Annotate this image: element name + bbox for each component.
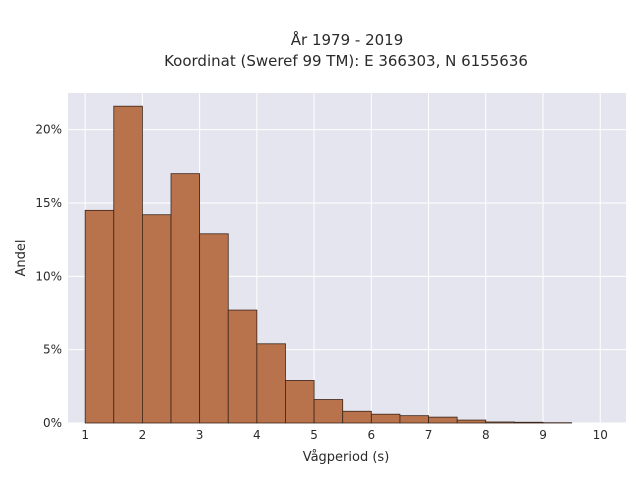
x-tick-label: 5 [310,428,318,442]
histogram-bar [313,399,344,424]
x-tick-label: 2 [139,428,147,442]
y-axis-label: Andel [14,240,29,277]
histogram-bar [170,173,201,424]
histogram-bar [342,410,372,424]
histogram-bar [84,209,115,424]
x-tick-label: 10 [593,428,608,442]
y-axis-ticks: 0% 5% 10% 15% 20% [35,123,62,430]
histogram-bar [399,415,429,424]
x-tick-label: 1 [81,428,89,442]
histogram-bar [514,421,544,424]
chart-title-line1: År 1979 - 2019 [291,30,404,49]
histogram-bar [113,105,143,424]
x-axis-label: Vågperiod (s) [303,450,390,465]
y-tick-label: 10% [35,269,62,283]
bars [84,105,573,424]
histogram-bar [370,413,401,424]
x-tick-label: 3 [196,428,204,442]
x-tick-label: 7 [425,428,433,442]
y-tick-label: 20% [35,123,62,137]
histogram-bar [456,419,487,424]
x-tick-label: 8 [482,428,490,442]
x-tick-label: 9 [539,428,547,442]
histogram-bar [227,309,258,424]
x-tick-label: 4 [253,428,261,442]
y-tick-label: 0% [43,416,62,430]
histogram-bar [256,343,286,424]
histogram-bar [285,380,315,424]
histogram-bar [199,233,229,424]
histogram-bar [485,421,515,424]
y-tick-label: 5% [43,343,62,357]
chart-title-line2: Koordinat (Sweref 99 TM): E 366303, N 61… [164,52,528,70]
x-tick-label: 6 [368,428,376,442]
histogram-bar [428,416,458,424]
y-tick-label: 15% [35,196,62,210]
x-axis-ticks: 1 2 3 4 5 6 7 8 9 10 [81,428,608,442]
histogram-bar [141,214,172,424]
